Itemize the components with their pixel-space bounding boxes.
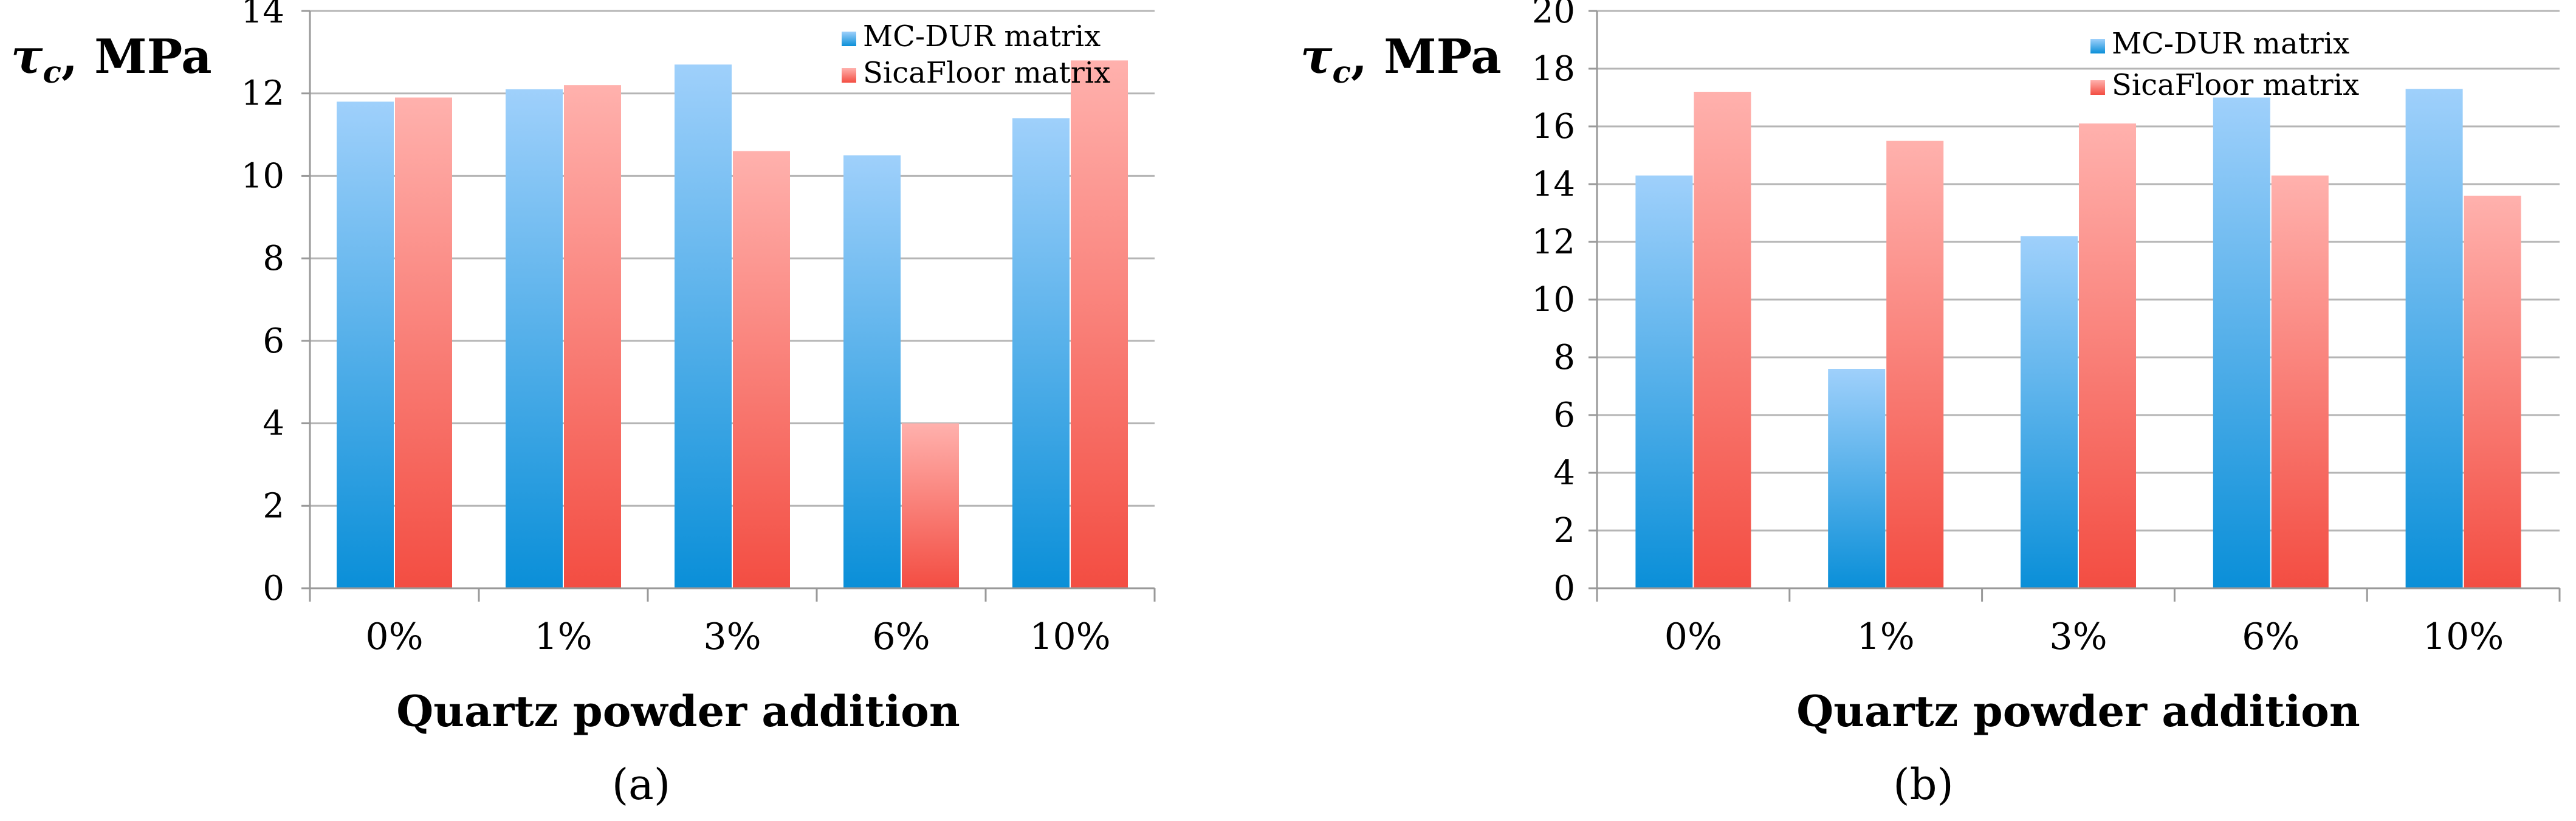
chart-a-y-ticks: 0 2 4 6 8 10 12 14	[241, 0, 284, 608]
x-tick-label: 10%	[1029, 616, 1110, 658]
y-tick-label: 4	[1553, 453, 1575, 493]
x-tick-label: 10%	[2423, 616, 2504, 658]
y-tick-label: 2	[1553, 511, 1575, 551]
bar-sicafloor-6pct	[2271, 175, 2329, 588]
y-tick-label: 16	[1532, 107, 1575, 146]
chart-b-legend: MC-DUR matrix SicaFloor matrix	[2090, 27, 2359, 102]
chart-b-legend-mc-dur: MC-DUR matrix	[2112, 27, 2349, 61]
chart-b-x-axis-label: Quartz powder addition	[1796, 686, 2360, 737]
bar-sicafloor-3pct	[733, 151, 790, 588]
bar-sicafloor-3pct	[2079, 123, 2136, 588]
bar-mc-dur-6pct	[2213, 97, 2270, 588]
chart-a-legend-swatch-mc-dur	[842, 32, 856, 46]
bar-sicafloor-0pct	[395, 97, 452, 588]
bar-mc-dur-1pct	[506, 89, 563, 588]
x-tick-label: 6%	[2242, 616, 2300, 658]
chart-a-legend-sicafloor: SicaFloor matrix	[863, 56, 1110, 90]
chart-b: 0 2 4 6 8 10 12 14 16 18 20 0% 1% 3% 6% 10% τc, MPa Qu…	[1300, 0, 2561, 809]
y-tick-label: 10	[1532, 280, 1575, 320]
y-tick-label: 18	[1532, 49, 1575, 89]
bar-mc-dur-6pct	[843, 155, 901, 588]
chart-a-panel-label: (a)	[612, 760, 670, 809]
bar-sicafloor-6pct	[902, 423, 959, 588]
chart-b-legend-swatch-mc-dur	[2090, 39, 2105, 53]
bar-sicafloor-1pct	[1886, 140, 1944, 588]
chart-b-axes	[1589, 10, 2561, 602]
bar-mc-dur-3pct	[2021, 236, 2078, 588]
chart-b-x-ticks: 0% 1% 3% 6% 10%	[1664, 616, 2504, 658]
y-tick-label: 6	[263, 321, 284, 361]
y-tick-label: 0	[263, 569, 284, 608]
bar-mc-dur-0pct	[337, 101, 394, 589]
chart-b-panel-label: (b)	[1893, 760, 1953, 809]
chart-a-legend-mc-dur: MC-DUR matrix	[863, 19, 1101, 53]
y-tick-label: 12	[1532, 222, 1575, 262]
y-tick-label: 12	[241, 74, 284, 114]
chart-b-bars	[1635, 89, 2521, 588]
x-tick-label: 0%	[1664, 616, 1722, 658]
y-tick-label: 10	[241, 156, 284, 196]
y-tick-label: 20	[1532, 0, 1575, 31]
y-tick-label: 14	[241, 0, 284, 31]
y-tick-label: 0	[1553, 569, 1575, 608]
bar-mc-dur-0pct	[1635, 175, 1693, 588]
bar-sicafloor-10pct	[2464, 196, 2521, 588]
bar-mc-dur-10pct	[2405, 89, 2463, 588]
y-tick-label: 8	[1553, 338, 1575, 377]
chart-a-y-axis-label: τc, MPa	[11, 29, 212, 90]
chart-b-legend-swatch-sicafloor	[2090, 80, 2105, 95]
y-tick-label: 4	[263, 404, 284, 444]
bar-mc-dur-1pct	[1828, 369, 1886, 588]
bar-sicafloor-1pct	[564, 85, 621, 589]
chart-a-x-axis-label: Quartz powder addition	[396, 686, 960, 737]
chart-a-axes	[301, 10, 1156, 602]
bar-sicafloor-0pct	[1694, 92, 1751, 588]
chart-b-y-axis-label: τc, MPa	[1300, 29, 1502, 90]
chart-a-legend-swatch-sicafloor	[842, 68, 856, 83]
chart-b-y-ticks: 0 2 4 6 8 10 12 14 16 18 20	[1532, 0, 1575, 608]
y-tick-label: 8	[263, 239, 284, 278]
x-tick-label: 1%	[1857, 616, 1915, 658]
y-tick-label: 14	[1532, 165, 1575, 204]
chart-a-x-ticks: 0% 1% 3% 6% 10%	[365, 616, 1110, 658]
x-tick-label: 0%	[365, 616, 423, 658]
chart-a-bars	[337, 60, 1128, 589]
x-tick-label: 1%	[534, 616, 592, 658]
chart-a: 0 2 4 6 8 10 12 14 0% 1% 3% 6% 10% τc, MPa Quartz p…	[11, 0, 1156, 809]
bar-mc-dur-10pct	[1012, 118, 1070, 588]
chart-b-legend-sicafloor: SicaFloor matrix	[2112, 68, 2359, 102]
x-tick-label: 6%	[872, 616, 930, 658]
y-tick-label: 2	[263, 486, 284, 526]
y-tick-label: 6	[1553, 396, 1575, 435]
bar-sicafloor-10pct	[1071, 60, 1128, 588]
bar-mc-dur-3pct	[675, 64, 732, 588]
x-tick-label: 3%	[703, 616, 761, 658]
chart-a-legend: MC-DUR matrix SicaFloor matrix	[842, 19, 1110, 90]
x-tick-label: 3%	[2049, 616, 2107, 658]
